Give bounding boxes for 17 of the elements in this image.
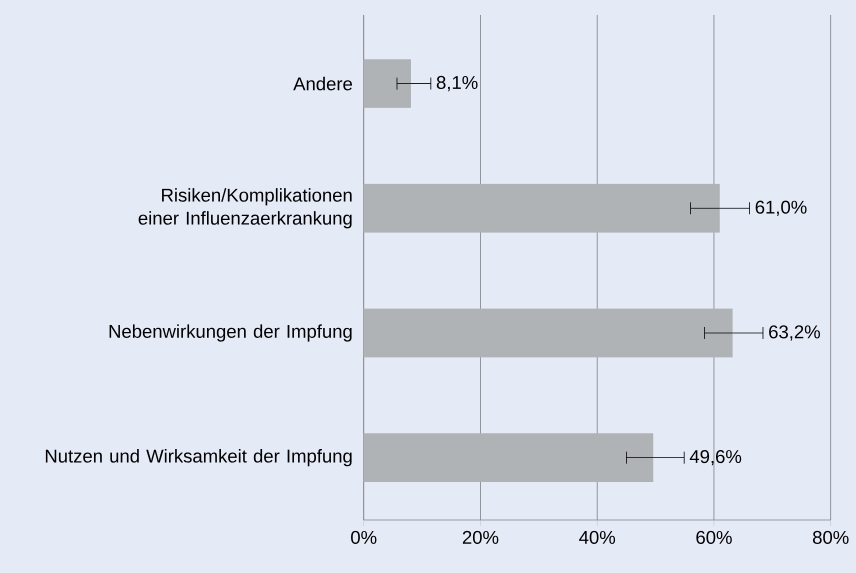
data-label: 8,1% [436,76,478,92]
bar [364,184,720,233]
y-tick-label: Risiken/Komplikationen einer Influenzaerkrankung [138,188,352,228]
x-tick-label: 40% [579,530,616,544]
y-tick-label: Andere [293,76,352,90]
x-tick-label: 0% [351,530,376,544]
x-tick-label: 60% [696,530,732,544]
y-tick-label: Nebenwirkungen der Impfung [110,324,352,342]
y-tick-label: Nutzen und Wirksamkeit der Impfung [46,449,352,466]
data-label: 61,0% [756,200,807,216]
x-tick-label: 80% [812,530,849,544]
bar [364,308,733,358]
data-label: 49,6% [690,450,742,466]
bar [364,59,411,108]
bar [364,433,654,482]
x-tick-label: 20% [462,530,498,544]
data-label: 63,2% [769,325,820,341]
